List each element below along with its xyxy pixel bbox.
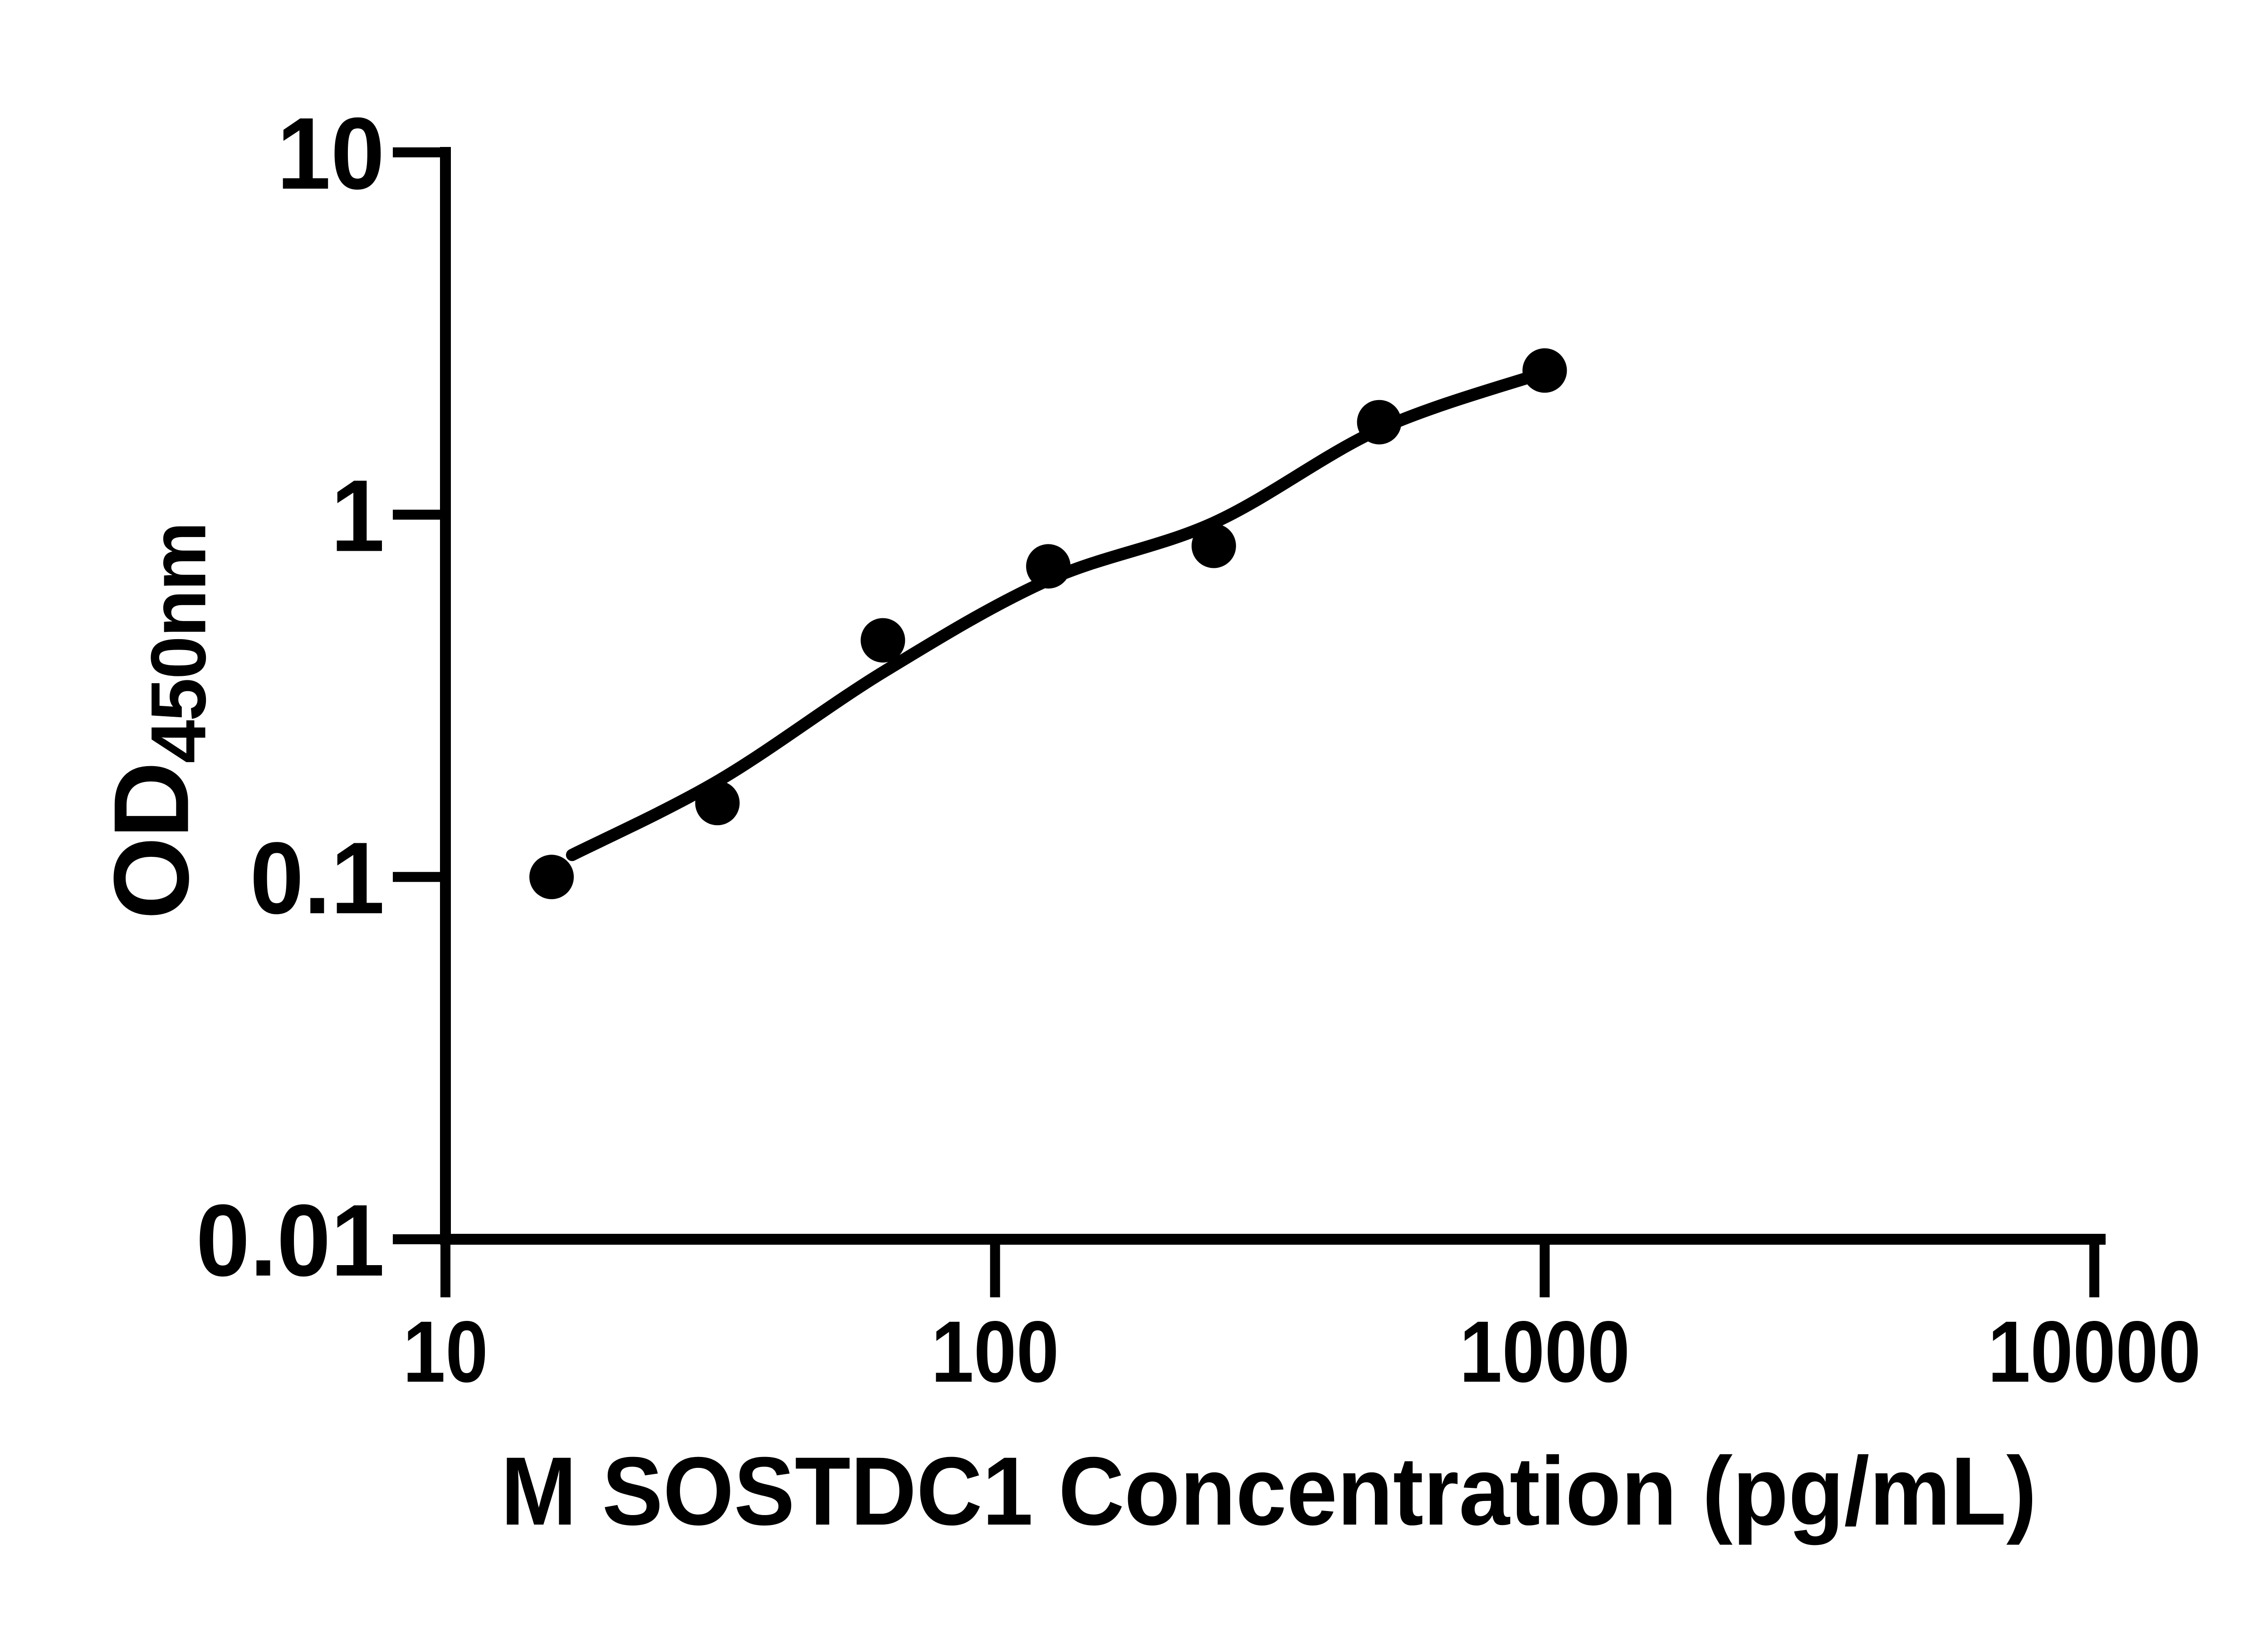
y-axis-label-main: OD: [91, 763, 211, 920]
y-tick-label: 0.1: [250, 821, 385, 935]
y-axis-label: OD450nm: [92, 523, 222, 919]
data-point-marker: [1026, 544, 1071, 589]
y-tick-label: 10: [277, 96, 385, 210]
data-point-marker: [1357, 400, 1402, 445]
x-tick-label: 100: [931, 1303, 1059, 1400]
x-tick-label: 10: [403, 1303, 488, 1400]
x-tick-label: 10000: [1988, 1303, 2201, 1400]
x-axis-title: M SOSTDC1 Concentration (pg/mL): [500, 1437, 2037, 1545]
data-point-marker: [529, 855, 574, 900]
data-point-marker: [1522, 348, 1567, 393]
y-axis-label-subscript: 450nm: [135, 523, 222, 763]
y-tick-label: 0.01: [196, 1183, 385, 1297]
data-point-marker: [695, 781, 740, 826]
data-point-marker: [1191, 523, 1236, 568]
x-tick-label: 1000: [1459, 1303, 1630, 1400]
y-tick-label: 1: [331, 459, 385, 573]
data-point-marker: [860, 618, 905, 663]
